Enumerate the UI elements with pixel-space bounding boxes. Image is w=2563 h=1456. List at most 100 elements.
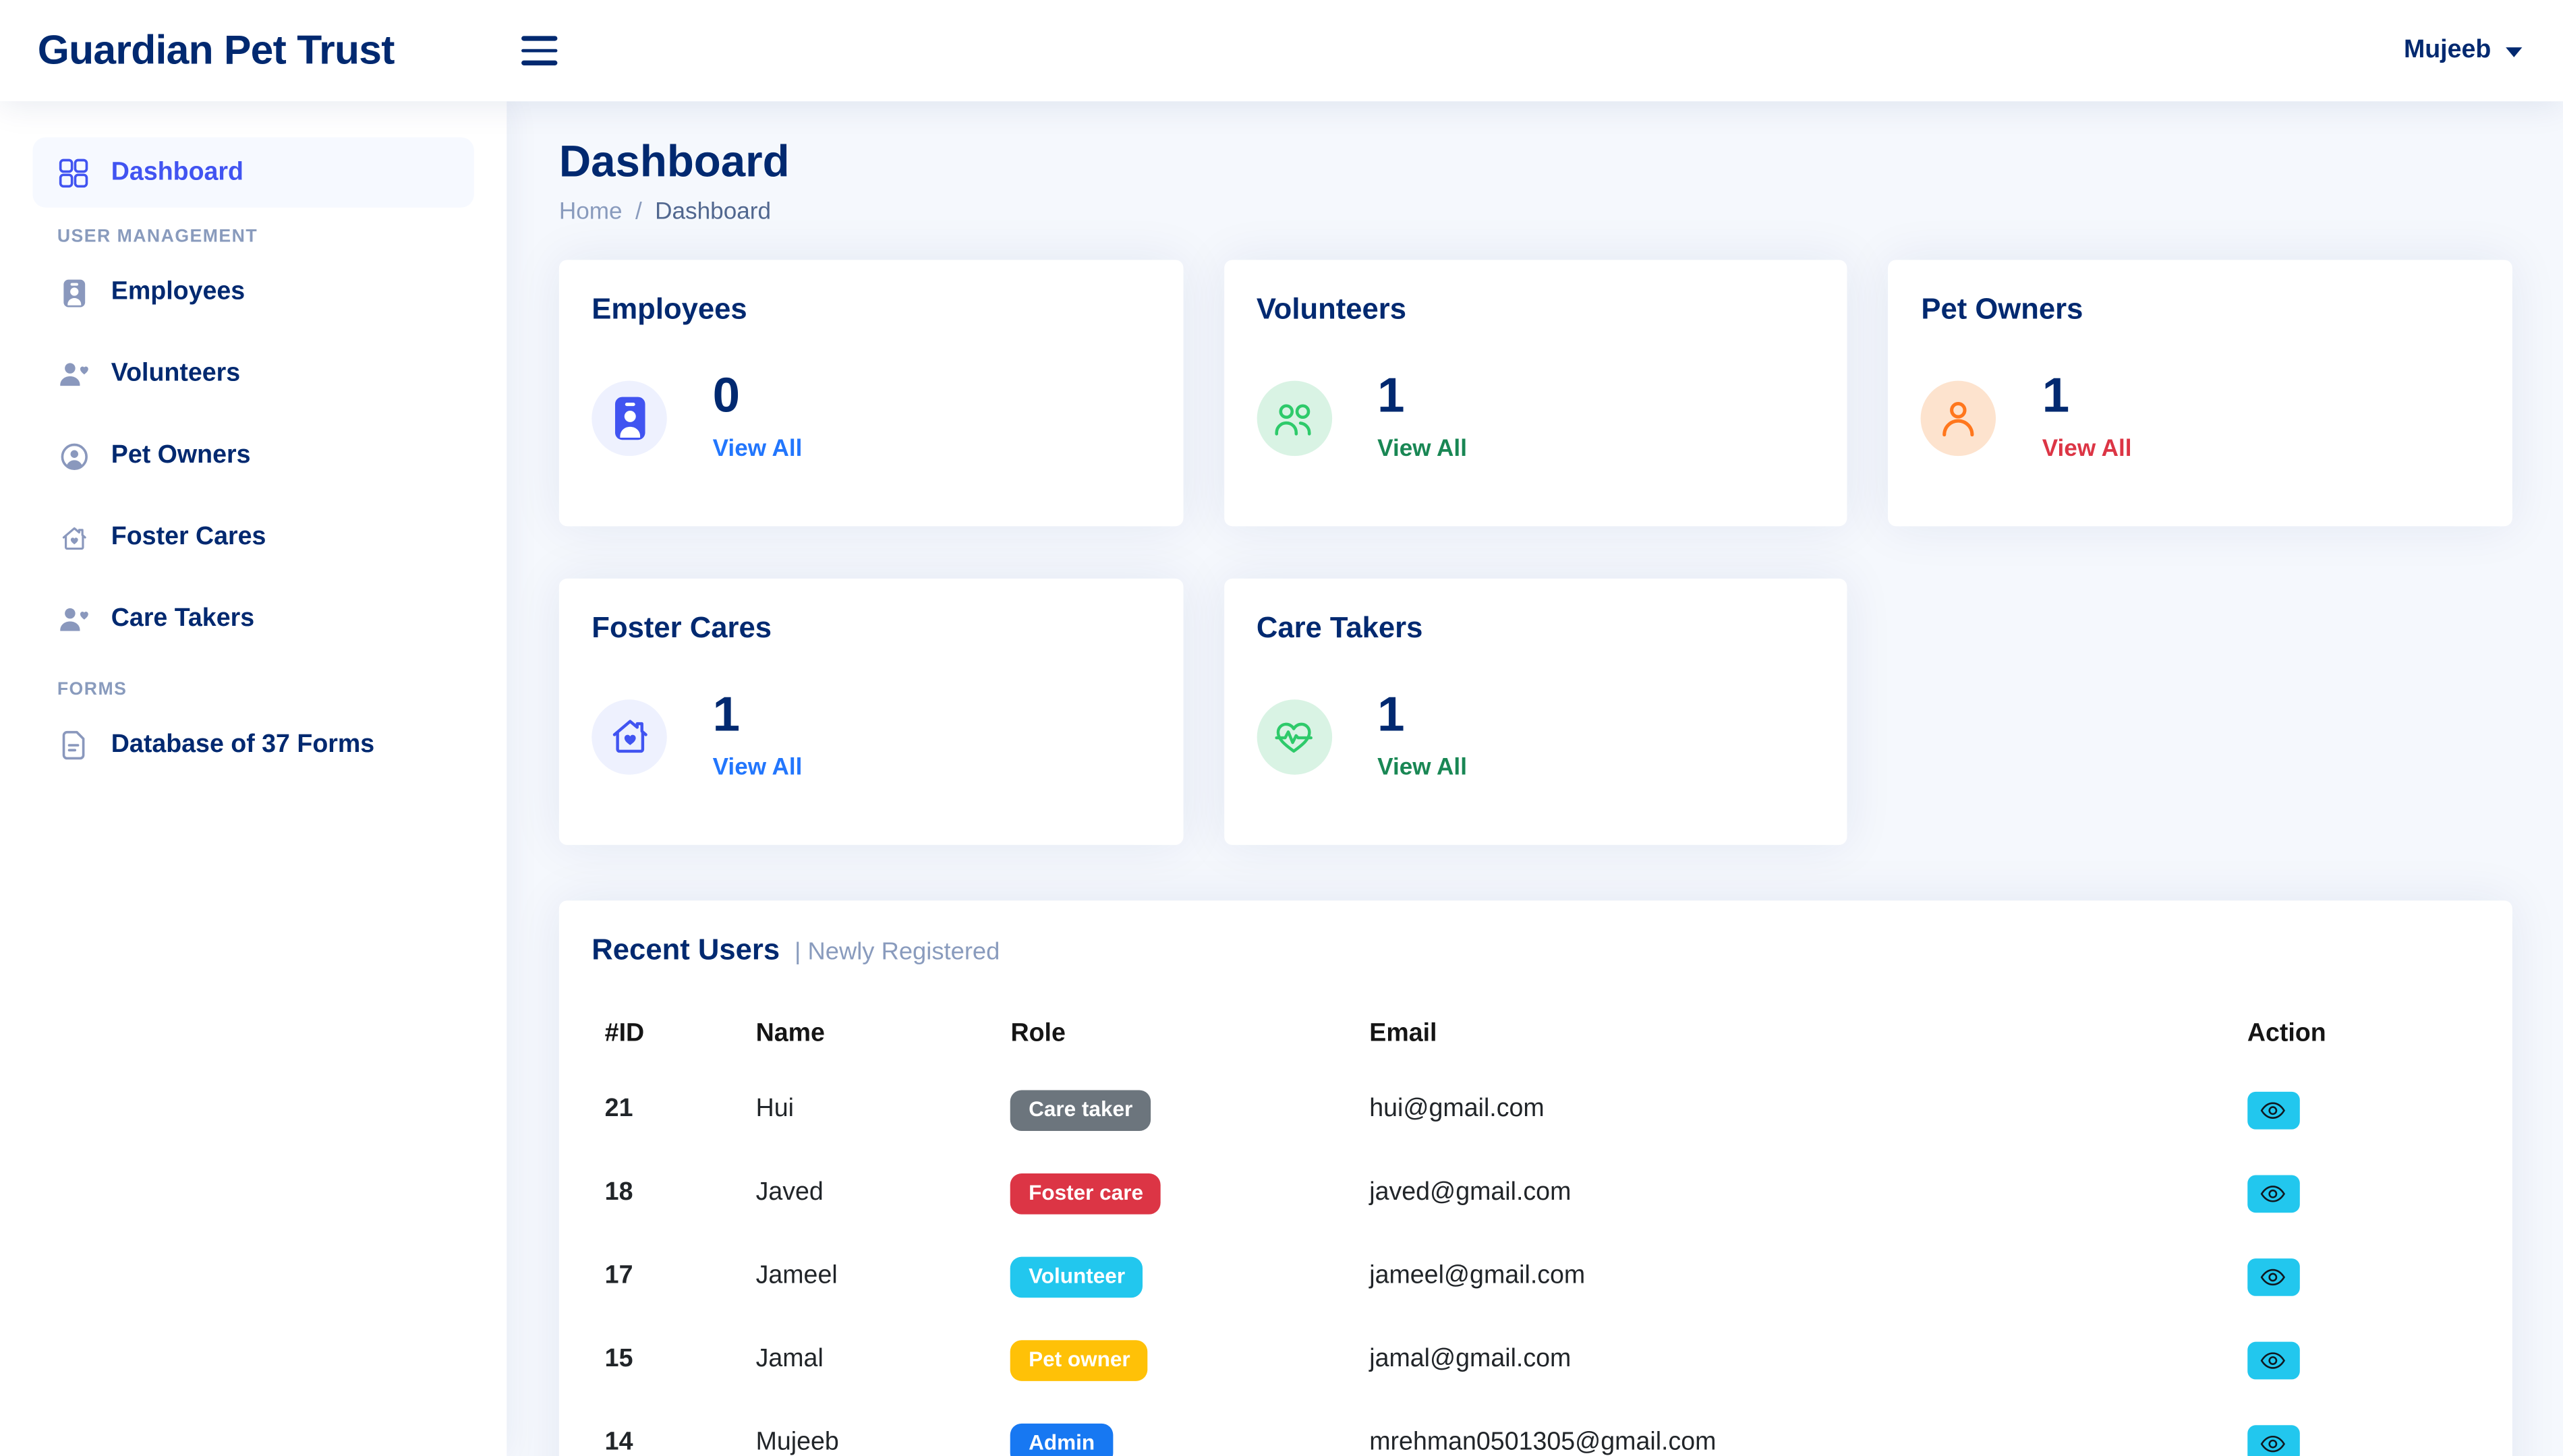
card-title: Care Takers: [1257, 611, 1815, 645]
eye-icon: [2261, 1434, 2285, 1453]
user-action-cell: [2234, 1152, 2479, 1235]
table-row: 15 Jamal Pet owner jamal@gmail.com: [592, 1318, 2479, 1401]
sidebar-section-forms: FORMS: [57, 680, 474, 699]
user-menu[interactable]: Mujeeb: [2404, 36, 2522, 65]
eye-icon: [2261, 1101, 2285, 1119]
panel-subtitle: | Newly Registered: [795, 938, 1000, 966]
card-count: 1: [1377, 373, 1467, 422]
role-badge: Pet owner: [1010, 1340, 1148, 1380]
screen: Guardian Pet Trust Mujeeb Dashboard USER…: [0, 0, 2563, 1456]
sidebar-item-dashboard[interactable]: Dashboard: [32, 138, 473, 208]
brand-logo[interactable]: Guardian Pet Trust: [38, 27, 395, 74]
user-id-cell: 21: [592, 1069, 743, 1152]
user-action-cell: [2234, 1318, 2479, 1401]
sidebar-item-label: Dashboard: [111, 158, 243, 187]
top-header: Guardian Pet Trust Mujeeb: [0, 0, 2563, 101]
view-user-button[interactable]: [2247, 1175, 2300, 1213]
card-care-takers: Care Takers 1 View All: [1223, 579, 1847, 845]
user-name-cell: Jamal: [743, 1318, 998, 1401]
card-volunteers: Volunteers 1 View All: [1223, 260, 1847, 526]
person-icon: [1921, 380, 1996, 455]
user-name-cell: Hui: [743, 1069, 998, 1152]
person-circle-icon: [57, 442, 90, 470]
view-all-link[interactable]: View All: [713, 755, 803, 782]
user-action-cell: [2234, 1069, 2479, 1152]
eye-icon: [2261, 1268, 2285, 1286]
view-user-button[interactable]: [2247, 1258, 2300, 1296]
role-badge: Care taker: [1010, 1090, 1150, 1130]
menu-toggle-button[interactable]: [512, 26, 567, 74]
grid-icon: [57, 158, 90, 187]
card-employees: Employees 0 View All: [559, 260, 1183, 526]
view-all-link[interactable]: View All: [713, 436, 803, 463]
card-title: Foster Cares: [592, 611, 1150, 645]
sidebar-section-user-management: USER MANAGEMENT: [57, 227, 474, 247]
sidebar-item-volunteers[interactable]: Volunteers: [32, 333, 473, 415]
user-email-cell: javed@gmail.com: [1356, 1152, 2235, 1235]
page-title: Dashboard: [559, 140, 2512, 184]
user-id-cell: 14: [592, 1402, 743, 1456]
card-count: 1: [2042, 373, 2132, 422]
card-body: 1 View All: [1257, 691, 1815, 781]
table-row: 17 Jameel Volunteer jameel@gmail.com: [592, 1235, 2479, 1318]
id-card-icon: [592, 380, 666, 455]
main-content: Dashboard Home / Dashboard Employees: [507, 101, 2563, 1456]
view-user-button[interactable]: [2247, 1341, 2300, 1379]
eye-icon: [2261, 1185, 2285, 1203]
column-header-name: Name: [743, 1000, 998, 1069]
house-heart-icon: [592, 699, 666, 774]
view-all-link[interactable]: View All: [1377, 436, 1467, 463]
view-user-button[interactable]: [2247, 1425, 2300, 1456]
card-info: 1 View All: [1377, 373, 1467, 463]
user-email-cell: jamal@gmail.com: [1356, 1318, 2235, 1401]
view-all-link[interactable]: View All: [1377, 755, 1467, 782]
sidebar-item-label: Foster Cares: [111, 523, 266, 553]
card-body: 1 View All: [1257, 373, 1815, 463]
breadcrumb-current: Dashboard: [655, 200, 771, 226]
user-role-cell: Care taker: [998, 1069, 1356, 1152]
user-name: Mujeeb: [2404, 36, 2491, 65]
user-action-cell: [2234, 1235, 2479, 1318]
file-text-icon: [57, 730, 90, 760]
table-row: 18 Javed Foster care javed@gmail.com: [592, 1152, 2479, 1235]
sidebar-item-label: Employees: [111, 278, 245, 308]
card-title: Volunteers: [1257, 293, 1815, 327]
breadcrumb-home-link[interactable]: Home: [559, 200, 623, 226]
sidebar-item-label: Volunteers: [111, 359, 240, 389]
card-count: 1: [1377, 691, 1467, 740]
sidebar-item-pet-owners[interactable]: Pet Owners: [32, 415, 473, 497]
sidebar-item-employees[interactable]: Employees: [32, 252, 473, 333]
card-body: 1 View All: [1921, 373, 2479, 463]
recent-users-table: #ID Name Role Email Action 21 Hui Care t…: [592, 1000, 2479, 1456]
table-row: 21 Hui Care taker hui@gmail.com: [592, 1069, 2479, 1152]
column-header-email: Email: [1356, 1000, 2235, 1069]
user-role-cell: Volunteer: [998, 1235, 1356, 1318]
column-header-id: #ID: [592, 1000, 743, 1069]
house-heart-icon: [57, 524, 90, 552]
view-user-button[interactable]: [2247, 1092, 2300, 1130]
sidebar-item-label: Care Takers: [111, 605, 254, 635]
card-foster-cares: Foster Cares 1 View All: [559, 579, 1183, 845]
sidebar-item-care-takers[interactable]: Care Takers: [32, 579, 473, 660]
heart-pulse-icon: [1257, 699, 1331, 774]
view-all-link[interactable]: View All: [2042, 436, 2132, 463]
person-heart-icon: [57, 361, 90, 388]
card-pet-owners: Pet Owners 1 View All: [1889, 260, 2512, 526]
panel-title: Recent Users: [592, 933, 780, 968]
column-header-action: Action: [2234, 1000, 2479, 1069]
people-icon: [1257, 380, 1331, 455]
role-badge: Admin: [1010, 1423, 1112, 1456]
app-window: Guardian Pet Trust Mujeeb Dashboard USER…: [0, 0, 2563, 1456]
panel-header: Recent Users | Newly Registered: [592, 933, 2479, 968]
card-title: Employees: [592, 293, 1150, 327]
id-badge-icon: [57, 277, 90, 308]
card-count: 0: [713, 373, 803, 422]
sidebar-item-forms-database[interactable]: Database of 37 Forms: [32, 705, 473, 786]
user-name-cell: Javed: [743, 1152, 998, 1235]
card-body: 0 View All: [592, 373, 1150, 463]
card-info: 1 View All: [1377, 691, 1467, 781]
breadcrumb: Home / Dashboard: [559, 200, 2512, 226]
sidebar-item-foster-cares[interactable]: Foster Cares: [32, 497, 473, 579]
card-title: Pet Owners: [1921, 293, 2479, 327]
role-badge: Volunteer: [1010, 1256, 1143, 1297]
